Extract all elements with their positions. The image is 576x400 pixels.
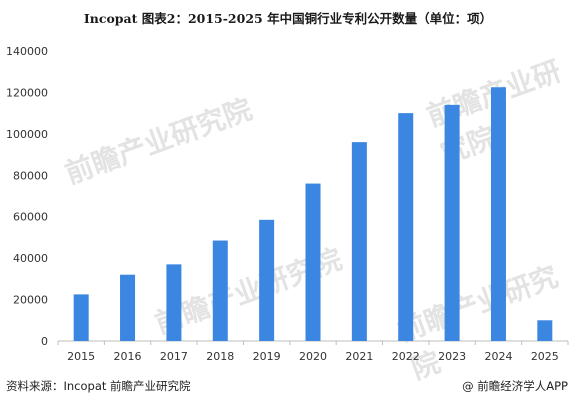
y-tick-label: 100000	[6, 128, 48, 141]
bar-2020	[305, 183, 321, 341]
x-tick-label: 2021	[345, 350, 373, 363]
x-tick-label: 2025	[531, 350, 559, 363]
bar-2018	[212, 240, 228, 341]
y-tick-label: 60000	[13, 211, 48, 224]
x-tick-label: 2023	[438, 350, 466, 363]
bar-2021	[351, 142, 367, 341]
x-tick-label: 2022	[392, 350, 420, 363]
bar-2025	[537, 320, 553, 341]
y-tick-label: 120000	[6, 86, 48, 99]
x-tick-label: 2017	[160, 350, 188, 363]
x-tick-label: 2018	[206, 350, 234, 363]
bar-2019	[259, 219, 275, 341]
source-note: 资料来源：Incopat 前瞻产业研究院	[6, 379, 191, 393]
credit-note: @ 前瞻经济学人APP	[462, 379, 568, 393]
x-tick-label: 2020	[299, 350, 327, 363]
x-tick-label: 2024	[484, 350, 512, 363]
y-tick-label: 140000	[6, 45, 48, 58]
bar-2017	[166, 264, 182, 341]
bar-2022	[398, 113, 414, 342]
x-tick-label: 2019	[253, 350, 281, 363]
y-tick-label: 20000	[13, 294, 48, 307]
x-tick-label: 2015	[67, 350, 95, 363]
bar-2016	[120, 274, 136, 341]
y-tick-label: 0	[41, 335, 48, 348]
bar-2024	[490, 87, 506, 341]
chart-title: Incopat 图表2：2015-2025 年中国铜行业专利公开数量（单位：项）	[83, 11, 493, 26]
y-tick-label: 80000	[13, 169, 48, 182]
x-tick-label: 2016	[114, 350, 142, 363]
y-tick-label: 40000	[13, 252, 48, 265]
bar-2015	[73, 294, 89, 341]
bar-2023	[444, 104, 460, 341]
